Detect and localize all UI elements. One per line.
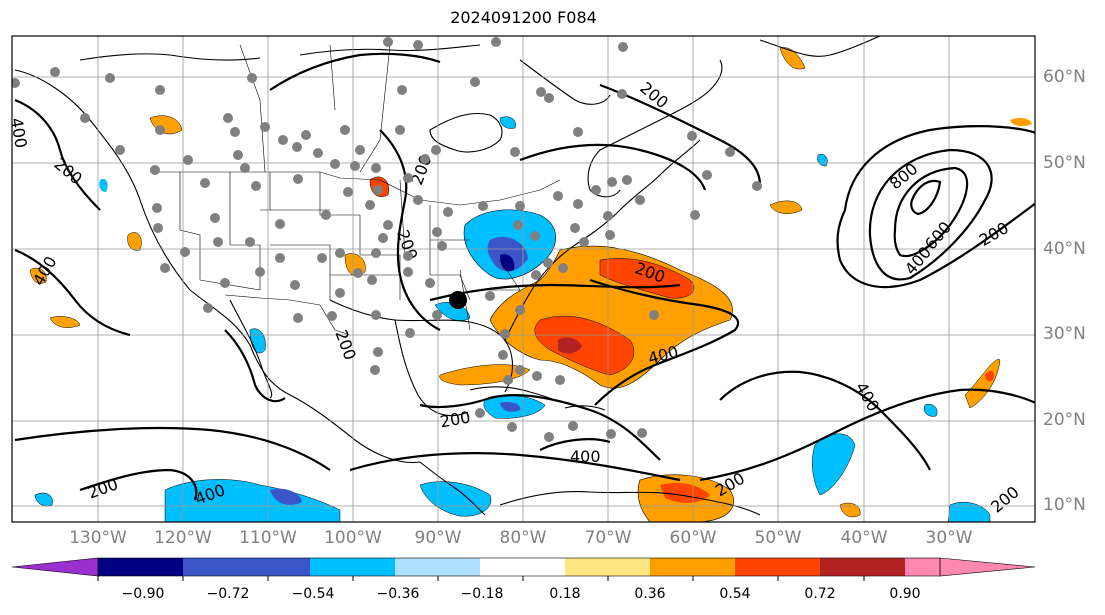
colorbar-segment xyxy=(650,558,735,576)
contour-canada xyxy=(269,52,762,186)
south-america-north xyxy=(499,491,761,516)
colorbar-tick-label: 0.54 xyxy=(719,586,751,602)
lon-label: 80°W xyxy=(499,528,547,548)
lon-label: 100°W xyxy=(324,528,382,548)
storm-center-marker xyxy=(449,291,467,309)
lat-label: 20°N xyxy=(1043,410,1086,430)
colorbar-tick-label: −0.54 xyxy=(291,586,335,602)
lon-label: 60°W xyxy=(669,528,717,548)
east-coast xyxy=(504,139,701,341)
colorbar-segment xyxy=(98,558,183,576)
contour-east-canada xyxy=(519,143,707,191)
labrador-coast xyxy=(599,59,723,151)
lat-label: 60°N xyxy=(1043,67,1086,87)
colorbar-segment xyxy=(395,558,480,576)
colorbar-tick-label: 0.90 xyxy=(889,586,921,602)
colorbar-segment xyxy=(480,558,565,576)
colorbar xyxy=(11,557,1036,581)
colorbar-min-arrow xyxy=(11,557,99,577)
lat-label: 40°N xyxy=(1043,239,1086,259)
contour-west xyxy=(14,98,131,337)
colorbar-tick-label: −0.90 xyxy=(121,586,165,602)
contour-high-atlantic-mid xyxy=(868,148,993,281)
contour-lines xyxy=(14,52,1035,501)
us-mexico-border xyxy=(224,294,351,336)
baja-california xyxy=(229,299,273,399)
negative-anomaly-pacific xyxy=(164,479,341,522)
lon-label: 50°W xyxy=(754,528,802,548)
lat-label: 10°N xyxy=(1043,495,1086,515)
lat-label: 50°N xyxy=(1043,153,1086,173)
contour-southern xyxy=(14,426,681,482)
colorbar-segment xyxy=(565,558,650,576)
positive-anomaly-east xyxy=(599,258,695,299)
lat-label: 30°N xyxy=(1043,324,1086,344)
colorbar-segment xyxy=(310,558,353,576)
lon-label: 130°W xyxy=(69,528,127,548)
contour-high-atlantic-inner xyxy=(893,166,969,258)
colorbar-tick-label: −0.72 xyxy=(206,586,250,602)
lon-label: 120°W xyxy=(154,528,212,548)
contour-mid-atlantic xyxy=(589,278,740,406)
colorbar-tick-label: 0.36 xyxy=(634,586,666,602)
contour-label: 400 xyxy=(7,116,31,149)
map-frame xyxy=(11,35,1036,523)
contour-label: 400 xyxy=(570,447,601,466)
coastlines xyxy=(14,36,881,516)
contour-midwest xyxy=(379,129,441,331)
positive-anomaly-core xyxy=(534,315,635,376)
arctic-coast xyxy=(79,44,481,61)
negative-anomaly-core xyxy=(487,236,528,272)
colorbar-tick-label: 0.72 xyxy=(804,586,836,602)
colorbar-segment xyxy=(183,558,268,576)
station-markers xyxy=(12,37,762,442)
shaded-field xyxy=(29,47,1032,522)
contour-200-caribbean xyxy=(419,283,681,461)
lon-label: 30°W xyxy=(925,528,973,548)
colorbar-segment xyxy=(820,558,905,576)
contour-800 xyxy=(910,179,942,216)
colorbar-tick-label: −0.36 xyxy=(376,586,420,602)
map-background xyxy=(12,36,1035,522)
lon-label: 90°W xyxy=(414,528,462,548)
lon-label: 40°W xyxy=(840,528,888,548)
map-title: 2024091200 F084 xyxy=(450,8,597,27)
colorbar-tick-label: 0.18 xyxy=(549,586,581,602)
colorbar-segment xyxy=(735,558,820,576)
colorbar-segment xyxy=(905,558,940,576)
hispaniola xyxy=(564,405,606,411)
hudson-bay xyxy=(429,112,503,153)
lon-label: 110°W xyxy=(239,528,297,548)
colorbar-tick-label: −0.18 xyxy=(460,586,504,602)
colorbar-max-arrow xyxy=(939,557,1036,577)
lon-label: 70°W xyxy=(584,528,632,548)
positive-anomaly-peak xyxy=(558,337,582,354)
greenland-coast xyxy=(759,36,881,57)
contour-subtropic xyxy=(699,388,1035,482)
contour-high-atlantic-outer xyxy=(836,125,1035,289)
